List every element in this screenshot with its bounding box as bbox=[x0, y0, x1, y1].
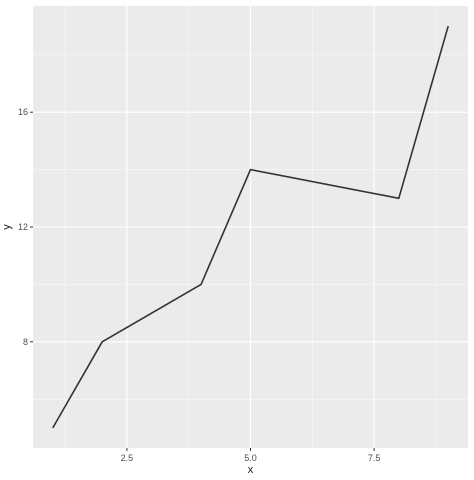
series-group bbox=[52, 25, 449, 429]
y-tick-label: 16 bbox=[18, 107, 28, 117]
major-gridlines bbox=[33, 6, 468, 448]
axis-tick-labels: 2.5 5.0 7.5 8 12 16 bbox=[18, 107, 380, 463]
x-tick-label: 2.5 bbox=[121, 453, 134, 463]
x-tick-label: 7.5 bbox=[368, 453, 381, 463]
y-tick-label: 8 bbox=[23, 337, 28, 347]
x-tick-label: 5.0 bbox=[244, 453, 257, 463]
axis-ticks bbox=[30, 111, 375, 451]
y-tick-label: 12 bbox=[18, 222, 28, 232]
y-axis-title: y bbox=[1, 224, 13, 230]
series-line bbox=[52, 25, 449, 429]
x-axis-title: x bbox=[248, 464, 254, 476]
